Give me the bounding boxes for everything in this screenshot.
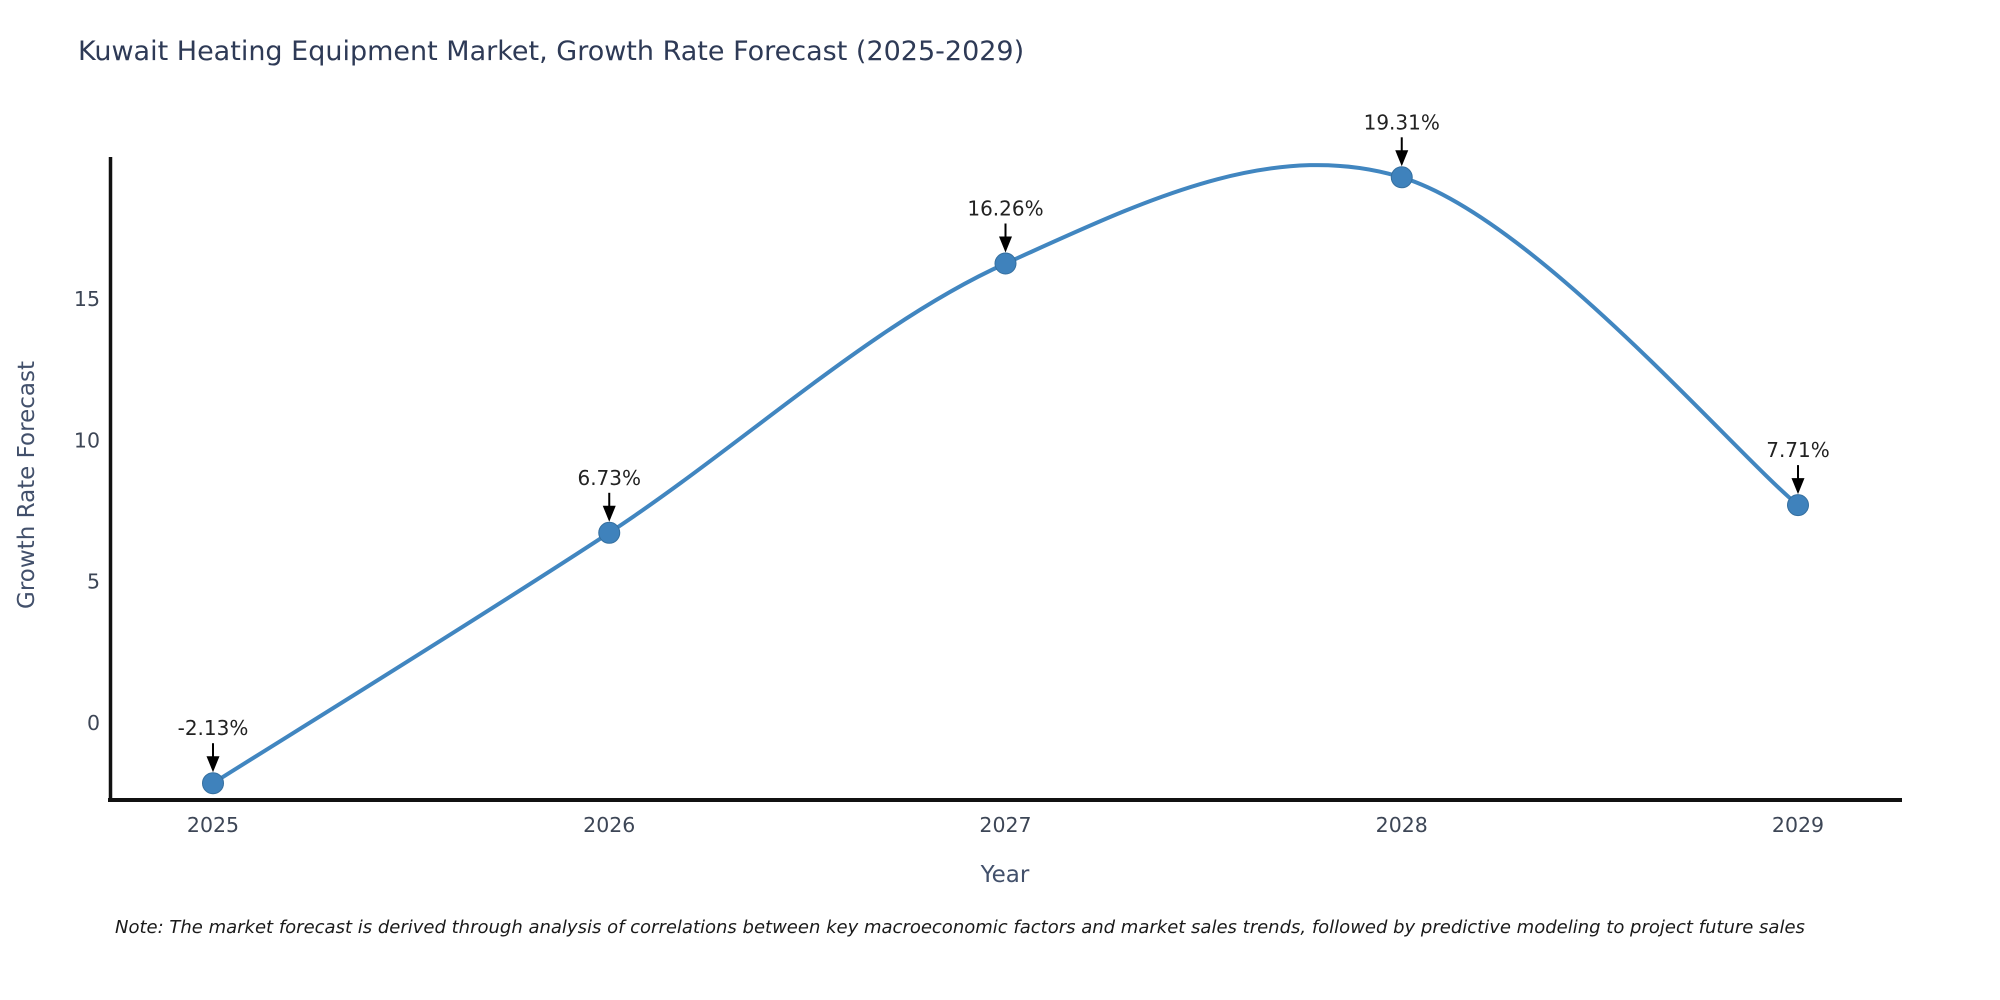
line-series [202, 163, 1809, 795]
y-axis-title: Growth Rate Forecast [14, 361, 40, 609]
x-tick-label: 2026 [583, 813, 635, 837]
data-point[interactable] [598, 521, 621, 544]
point-value-label: -2.13% [178, 716, 249, 740]
data-point[interactable] [1787, 494, 1809, 517]
y-tick-label: 15 [74, 287, 100, 311]
point-value-label: 19.31% [1364, 110, 1440, 134]
x-tick-label: 2027 [979, 813, 1031, 837]
x-axis-title: Year [980, 862, 1030, 888]
annotation-arrowhead-icon [999, 236, 1012, 253]
annotation-arrowhead-icon [1791, 478, 1805, 495]
x-tick-label: 2029 [1772, 813, 1824, 837]
y-tick-label: 0 [87, 711, 100, 735]
data-point[interactable] [202, 772, 224, 795]
y-tick-label: 5 [87, 570, 100, 594]
annotation-arrowhead-icon [602, 505, 616, 522]
y-tick-label: 10 [74, 428, 100, 452]
point-value-label: 7.71% [1766, 438, 1830, 462]
x-tick-label: 2028 [1376, 813, 1428, 837]
point-value-label: 16.26% [967, 197, 1043, 221]
annotations: -2.13% 6.73% 16.26% 19.31% 7.71% [178, 110, 1830, 773]
tick-labels: 0 5 10 15 2025 2026 2027 2028 2029 [74, 287, 1824, 837]
annotation-arrowhead-icon [206, 756, 220, 773]
x-tick-label: 2025 [187, 813, 239, 837]
axes [108, 157, 1902, 802]
point-value-label: 6.73% [577, 466, 641, 490]
footnote: Note: The market forecast is derived thr… [115, 917, 1805, 938]
chart-title: Kuwait Heating Equipment Market, Growth … [78, 36, 1025, 67]
annotation-arrowhead-icon [1395, 150, 1409, 167]
data-point[interactable] [994, 252, 1017, 275]
data-point[interactable] [1390, 166, 1413, 189]
